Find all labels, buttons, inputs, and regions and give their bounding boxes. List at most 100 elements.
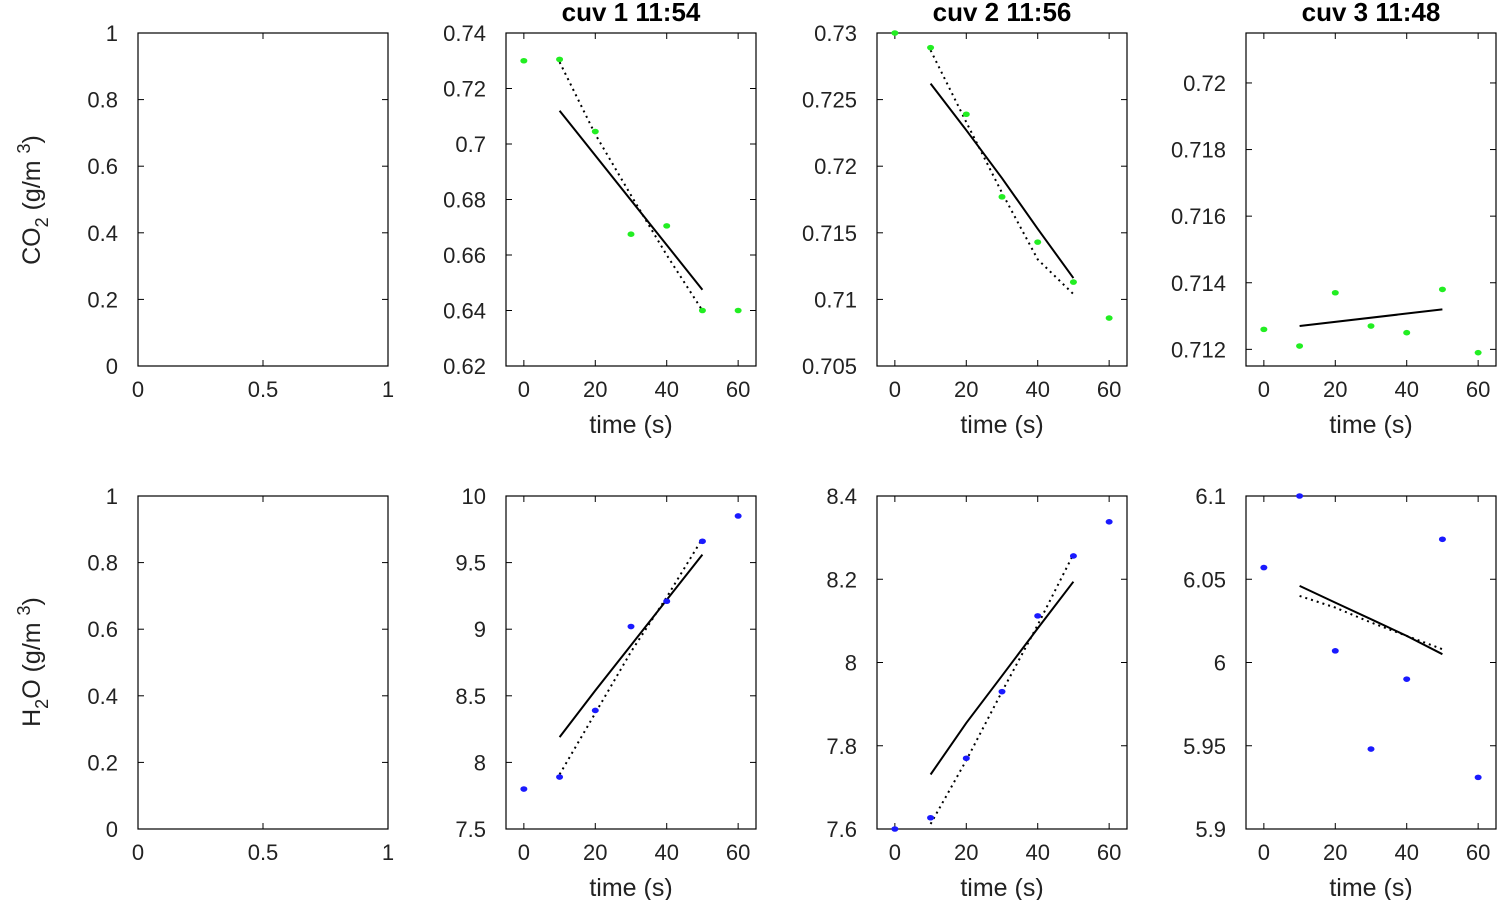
x-tick-label: 0	[132, 377, 144, 402]
plot-frame	[876, 495, 1128, 830]
data-point	[927, 44, 935, 51]
x-tick-label: 40	[1394, 840, 1418, 865]
x-tick-label: 60	[1097, 840, 1121, 865]
y-tick-label: 6.05	[1183, 567, 1226, 592]
subplot-co2-cuv2: 0 20 40 60 0.705 0.71 0.715 0.72 0.725 0.73 cuv 2 …	[802, 0, 1128, 439]
plot-frame	[505, 495, 757, 830]
fit-line-dotted	[1299, 594, 1443, 651]
y-tick-label: 0.72	[1183, 71, 1226, 96]
x-tick-label: 0	[518, 840, 530, 865]
data-point	[520, 57, 528, 64]
data-point	[1260, 326, 1268, 333]
y-tick-label: 8	[845, 651, 857, 676]
x-tick-label: 1	[382, 840, 394, 865]
data-point	[1331, 648, 1339, 654]
data-point	[962, 755, 970, 762]
data-point	[556, 56, 564, 63]
data-point	[698, 538, 706, 545]
y-tick-label: 8.5	[455, 684, 486, 709]
data-point	[1367, 746, 1375, 752]
y-tick-label: 0.714	[1171, 271, 1226, 296]
y-tick-label: 9.5	[455, 551, 486, 576]
fit-line-dotted	[558, 61, 704, 312]
y-tick-label: 0.725	[802, 88, 857, 113]
y-tick-label: 0.74	[443, 21, 486, 46]
y-tick-label: 0.73	[814, 21, 857, 46]
x-tick-label: 0	[518, 377, 530, 402]
subplot-title: cuv 1 11:54	[562, 0, 701, 27]
x-tick-label: 40	[1025, 377, 1049, 402]
data-point	[663, 598, 671, 605]
y-tick-label: 0.718	[1171, 138, 1226, 163]
fit-line-solid	[1299, 308, 1443, 327]
data-point	[556, 774, 564, 780]
y-tick-label: 7.8	[826, 734, 857, 759]
y-tick-label: 6	[1214, 651, 1226, 676]
data-point	[1331, 289, 1339, 296]
x-tick-label: 20	[954, 377, 978, 402]
x-tick-label: 0	[1258, 377, 1270, 402]
x-tick-label: 0	[1258, 840, 1270, 865]
x-tick-label: 0	[889, 840, 901, 865]
y-tick-label: 0.2	[87, 287, 118, 312]
y-tick-label: 0.64	[443, 299, 486, 324]
y-tick-label: 10	[462, 484, 486, 509]
fit-line-solid	[929, 581, 1075, 776]
x-tick-label: 20	[583, 377, 607, 402]
data-point	[1296, 343, 1304, 349]
y-tick-label: 8.4	[826, 484, 857, 509]
y-tick-label: 0.716	[1171, 204, 1226, 229]
x-tick-label: 0	[889, 377, 901, 402]
co2-ylabel: CO2 (g/m 3)	[14, 135, 52, 265]
x-tick-label: 0.5	[248, 377, 279, 402]
subplot-h2o-empty: 0 0.5 1 0 0.2 0.4 0.6 0.8 1	[87, 484, 394, 865]
y-tick-label: 0.68	[443, 188, 486, 213]
subplot-h2o-cuv2: 0 20 40 60 7.6 7.8 8 8.2 8.4 time (s)	[826, 484, 1128, 900]
y-tick-label: 0.72	[443, 77, 486, 102]
subplot-grid: 0 0.5 100.20.40.60.810 20 40 600.620.640.660.…	[87, 0, 1497, 900]
y-tick-label: 8.2	[826, 567, 857, 592]
subplot-title: cuv 2 11:56	[933, 0, 1072, 27]
y-tick-label: 0.705	[802, 354, 857, 379]
x-tick-label: 0	[132, 840, 144, 865]
data-point	[998, 194, 1006, 200]
y-tick-label: 0	[106, 354, 118, 379]
data-point	[1105, 519, 1113, 525]
plot-frame	[1245, 32, 1497, 367]
x-tick-label: 40	[654, 377, 678, 402]
y-tick-label: 0.8	[87, 551, 118, 576]
row-ylabels: CO2 (g/m 3) H2O (g/m 3)	[14, 135, 52, 727]
subplot-co2-cuv1: 0 20 40 60 0.62 0.64 0.66 0.68 0.7 0.72 0.74 cuv 1 …	[443, 0, 757, 439]
x-tick-label: 40	[1025, 840, 1049, 865]
data-point	[1069, 553, 1077, 559]
data-point	[663, 223, 671, 229]
y-tick-label: 0.72	[814, 154, 857, 179]
h2o-ylabel: H2O (g/m 3)	[14, 597, 52, 727]
data-point	[1474, 774, 1482, 781]
data-point	[734, 513, 742, 519]
data-point	[520, 786, 528, 792]
y-tick-label: 0.2	[87, 750, 118, 775]
x-tick-label: 20	[954, 840, 978, 865]
data-point	[1105, 315, 1113, 321]
y-tick-label: 6.1	[1195, 484, 1226, 509]
y-tick-label: 0.66	[443, 243, 486, 268]
data-point	[962, 111, 970, 118]
fit-line-solid	[558, 553, 704, 738]
data-point	[1034, 613, 1042, 619]
y-tick-label: 1	[106, 21, 118, 46]
y-tick-label: 7.5	[455, 817, 486, 842]
data-point	[1403, 329, 1411, 336]
subplot-h2o-cuv3: 0 20 40 60 5.9 5.95 6 6.05 6.1 time (s)	[1183, 484, 1497, 900]
data-point	[627, 231, 635, 237]
x-axis-label: time (s)	[960, 411, 1043, 439]
data-point	[591, 707, 599, 714]
x-axis-label: time (s)	[589, 411, 672, 439]
x-tick-label: 1	[382, 377, 394, 402]
x-tick-label: 20	[583, 840, 607, 865]
subplot-co2-empty: 0 0.5 1 0 0.2 0.4 0.6 0.8 1	[87, 21, 394, 402]
x-tick-label: 60	[1097, 377, 1121, 402]
data-point	[1069, 279, 1077, 285]
x-tick-label: 0.5	[248, 840, 279, 865]
